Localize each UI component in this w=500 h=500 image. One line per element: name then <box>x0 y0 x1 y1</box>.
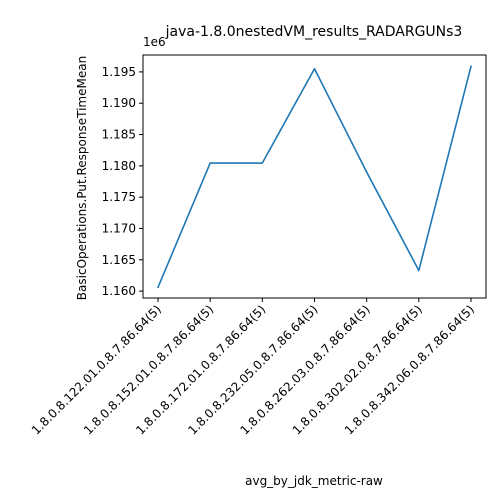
y-tick-label: 1.190 <box>102 96 136 110</box>
data-point <box>365 171 368 173</box>
y-axis-offset-label: 1e6 <box>143 35 166 49</box>
chart-title: java-1.8.0nestedVM_results_RADARGUNs3 <box>165 24 463 40</box>
y-tick-label: 1.195 <box>102 65 136 79</box>
y-axis-title: BasicOperations.Put.ResponseTimeMean <box>75 56 89 300</box>
data-point <box>313 67 316 70</box>
data-point <box>418 269 420 272</box>
y-tick-label: 1.160 <box>102 284 136 298</box>
data-point <box>261 162 264 164</box>
y-tick-label: 1.185 <box>102 128 136 142</box>
y-tick-label: 1.180 <box>102 159 136 173</box>
data-point <box>157 286 159 289</box>
y-tick-label: 1.175 <box>102 190 136 204</box>
y-tick-label: 1.165 <box>102 253 136 267</box>
x-axis-title: avg_by_jdk_metric-raw <box>245 474 383 488</box>
data-point <box>209 162 211 164</box>
y-tick-label: 1.170 <box>102 221 136 235</box>
series-line <box>157 66 472 288</box>
plot-frame <box>142 54 487 299</box>
data-point <box>470 65 472 68</box>
plot-area: 1.160 1.165 1.170 1.175 1.180 1.185 1.190 1.195… <box>29 54 487 438</box>
